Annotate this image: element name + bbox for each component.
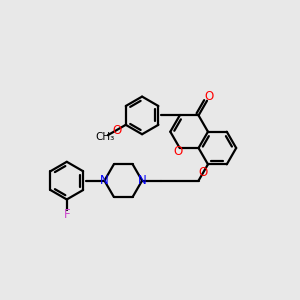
Text: O: O bbox=[205, 90, 214, 104]
Text: F: F bbox=[64, 208, 70, 221]
Text: CH₃: CH₃ bbox=[95, 132, 115, 142]
Text: O: O bbox=[199, 166, 208, 179]
Text: O: O bbox=[112, 124, 122, 136]
Text: N: N bbox=[138, 174, 146, 187]
Text: O: O bbox=[173, 145, 182, 158]
Text: N: N bbox=[100, 174, 109, 187]
